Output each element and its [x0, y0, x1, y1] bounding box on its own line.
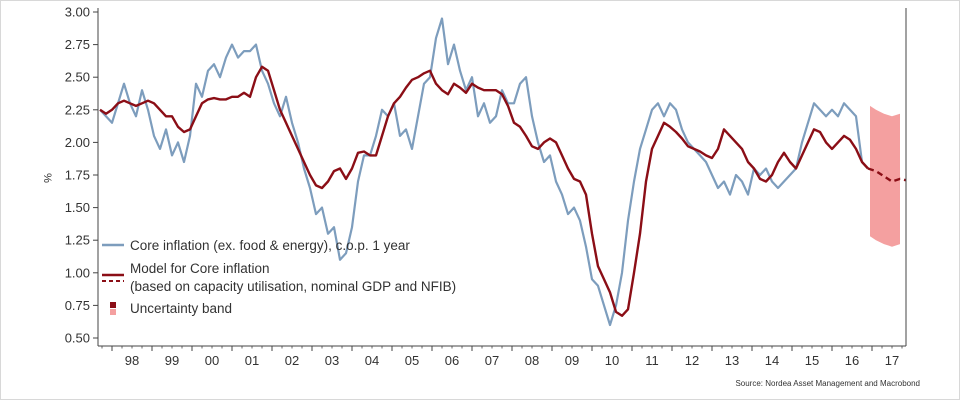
x-tick-label: 10 — [605, 353, 619, 368]
x-tick-label: 00 — [205, 353, 219, 368]
uncertainty-band — [870, 105, 900, 247]
model-line — [99, 65, 869, 317]
x-tick-label: 14 — [765, 353, 779, 368]
model-forecast-line — [867, 167, 907, 183]
legend: Core inflation (ex. food & energy), c.o.… — [102, 238, 456, 316]
x-tick-label: 04 — [365, 353, 379, 368]
y-tick-label: 2.25 — [65, 102, 90, 117]
y-tick-label: 2.75 — [65, 37, 90, 52]
series-layer — [99, 17, 907, 327]
x-tick-label: 98 — [125, 353, 139, 368]
legend-label-band: Uncertainty band — [130, 301, 232, 316]
uncertainty-band-layer — [870, 105, 900, 247]
x-tick-label: 07 — [485, 353, 499, 368]
y-tick-label: 1.75 — [65, 168, 90, 183]
source-note: Source: Nordea Asset Management and Macr… — [735, 379, 920, 388]
x-tick-label: 17 — [885, 353, 899, 368]
x-tick-label: 99 — [165, 353, 179, 368]
x-tick-label: 03 — [325, 353, 339, 368]
legend-swatch-band-light — [110, 309, 116, 315]
x-tick-label: 01 — [245, 353, 259, 368]
x-tick-label: 12 — [685, 353, 699, 368]
legend-label-core-inflation: Core inflation (ex. food & energy), c.o.… — [130, 238, 410, 253]
x-tick-label: 13 — [725, 353, 739, 368]
x-axis-ticks: 98 99 00 01 02 03 04 05 06 07 08 09 10 11 12 13 14 15 16 17 — [101, 346, 903, 368]
x-tick-label: 06 — [445, 353, 459, 368]
x-tick-label: 08 — [525, 353, 539, 368]
x-tick-label: 11 — [645, 353, 659, 368]
y-axis-label: % — [41, 173, 53, 183]
y-tick-label: 3.00 — [65, 5, 90, 20]
legend-label-model-line2: (based on capacity utilisation, nominal … — [130, 279, 456, 294]
legend-label-model-line1: Model for Core inflation — [130, 261, 270, 276]
y-tick-label: 1.00 — [65, 265, 90, 280]
y-tick-label: 2.50 — [65, 70, 90, 85]
y-tick-label: 1.50 — [65, 200, 90, 215]
y-tick-label: 1.25 — [65, 233, 90, 248]
y-axis-ticks: 0.50 0.75 1.00 1.25 1.50 1.75 2.00 2.25 2.50 2.75… — [65, 5, 98, 346]
y-tick-label: 0.50 — [65, 331, 90, 346]
legend-swatch-band-dark — [110, 302, 116, 308]
y-tick-label: 0.75 — [65, 298, 90, 313]
core-inflation-line — [99, 17, 869, 327]
x-tick-label: 05 — [405, 353, 419, 368]
x-tick-label: 02 — [285, 353, 299, 368]
x-tick-label: 09 — [565, 353, 579, 368]
y-tick-label: 2.00 — [65, 135, 90, 150]
x-tick-label: 15 — [805, 353, 819, 368]
x-tick-label: 16 — [845, 353, 859, 368]
